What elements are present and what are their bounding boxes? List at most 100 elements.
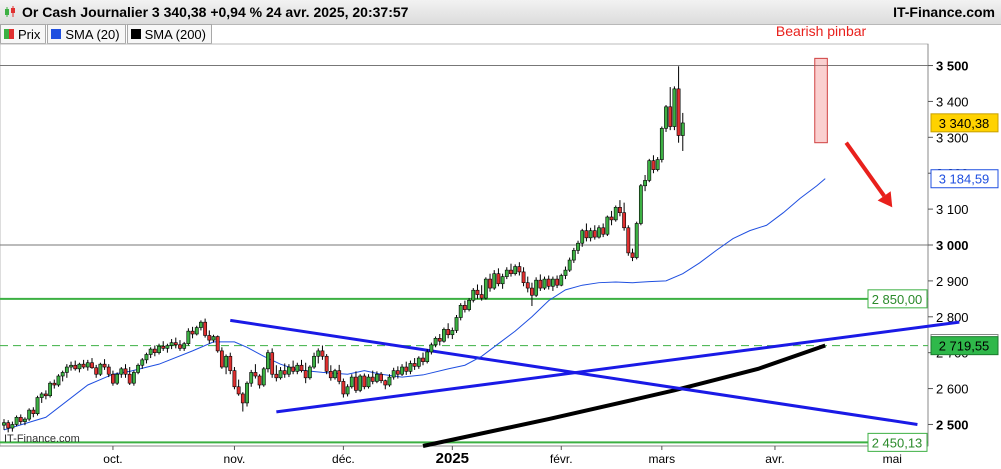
candle bbox=[240, 392, 245, 412]
candle bbox=[584, 223, 589, 242]
candle bbox=[375, 371, 379, 384]
chart-header: Or Cash Journalier 3 340,38 +0,94 % 24 a… bbox=[0, 0, 1001, 25]
candle bbox=[366, 374, 371, 389]
candle bbox=[316, 348, 321, 364]
level-label: 2 450,13 bbox=[867, 432, 928, 452]
price-badge: 3 184,59 bbox=[930, 169, 999, 189]
candle bbox=[119, 367, 124, 378]
candle bbox=[592, 225, 597, 240]
candle bbox=[479, 285, 484, 301]
candle bbox=[27, 408, 32, 421]
chart-title: Or Cash Journalier 3 340,38 +0,94 % 24 a… bbox=[22, 4, 409, 20]
down-arrow-icon bbox=[844, 141, 893, 208]
candle bbox=[270, 348, 275, 378]
candle bbox=[14, 415, 19, 427]
candle bbox=[408, 360, 413, 375]
price-badge: 3 340,38 bbox=[930, 113, 999, 133]
candle bbox=[140, 358, 145, 369]
candle bbox=[345, 384, 350, 397]
y-tick-label: 2 800 bbox=[936, 310, 969, 325]
candle bbox=[31, 407, 36, 418]
candle bbox=[6, 420, 11, 433]
candle bbox=[236, 379, 241, 396]
candle bbox=[136, 363, 140, 375]
candle bbox=[123, 364, 128, 378]
candle bbox=[416, 356, 421, 369]
candle bbox=[668, 87, 673, 131]
candle bbox=[672, 86, 677, 131]
candle bbox=[81, 359, 86, 369]
level-label: 2 850,00 bbox=[867, 289, 928, 309]
candle bbox=[307, 365, 312, 380]
candle bbox=[437, 334, 442, 346]
y-tick-label: 2 500 bbox=[936, 417, 969, 432]
candle bbox=[282, 363, 287, 378]
legend-label-sma20: SMA (20) bbox=[65, 26, 120, 42]
candle bbox=[161, 341, 166, 351]
prix-swatch-icon bbox=[4, 29, 14, 39]
candle bbox=[555, 275, 559, 289]
candle bbox=[228, 352, 233, 375]
candle bbox=[69, 361, 73, 371]
candle bbox=[483, 277, 488, 300]
y-tick-label: 2 900 bbox=[936, 274, 969, 289]
candle bbox=[261, 367, 266, 387]
candle bbox=[303, 362, 308, 384]
candle bbox=[73, 360, 78, 371]
candle bbox=[249, 369, 254, 387]
candle bbox=[211, 334, 216, 343]
candle bbox=[362, 373, 367, 390]
sma200-swatch-icon bbox=[130, 29, 141, 39]
candle bbox=[232, 367, 237, 390]
candle bbox=[169, 339, 174, 350]
x-tick-label: oct. bbox=[103, 452, 122, 466]
candle bbox=[64, 364, 69, 378]
candle bbox=[60, 370, 65, 382]
trendline bbox=[276, 320, 960, 414]
candle bbox=[504, 267, 509, 280]
candle bbox=[488, 273, 492, 292]
y-tick-label: 3 300 bbox=[936, 130, 969, 145]
candle bbox=[458, 303, 463, 321]
candle bbox=[395, 366, 400, 379]
y-tick-label: 3 000 bbox=[936, 238, 969, 253]
candle bbox=[651, 155, 656, 174]
candle bbox=[165, 343, 170, 353]
legend-item-prix[interactable]: Prix bbox=[0, 24, 47, 44]
candle bbox=[379, 372, 384, 384]
candle bbox=[542, 276, 547, 290]
candle bbox=[324, 354, 329, 375]
candle bbox=[618, 200, 622, 217]
candle bbox=[471, 288, 476, 303]
x-tick-label: mars bbox=[648, 452, 675, 466]
annotation-label: Bearish pinbar bbox=[776, 23, 867, 39]
x-tick-label: 2025 bbox=[436, 450, 469, 467]
candle bbox=[676, 66, 681, 143]
candle bbox=[638, 183, 643, 226]
candle bbox=[475, 284, 480, 299]
candle bbox=[190, 326, 195, 339]
candle bbox=[257, 374, 262, 389]
y-tick-label: 2 600 bbox=[936, 382, 969, 397]
x-tick-label: févr. bbox=[550, 452, 573, 466]
candle bbox=[383, 379, 388, 390]
candle bbox=[550, 276, 555, 291]
candle bbox=[429, 342, 434, 355]
candle bbox=[634, 221, 639, 260]
candle bbox=[421, 352, 425, 366]
y-tick-label: 3 500 bbox=[936, 59, 969, 74]
x-tick-label: déc. bbox=[332, 452, 355, 466]
candle bbox=[98, 362, 103, 377]
candle bbox=[178, 340, 182, 351]
watermark: IT-Finance.com bbox=[4, 433, 80, 445]
sma20-swatch-icon bbox=[51, 29, 62, 39]
candle bbox=[370, 370, 375, 385]
candle bbox=[48, 381, 52, 398]
legend-item-sma20[interactable]: SMA (20) bbox=[47, 24, 126, 44]
candle bbox=[23, 417, 27, 426]
candle bbox=[601, 223, 606, 238]
candle bbox=[446, 323, 451, 339]
y-tick-label: 3 400 bbox=[936, 94, 969, 109]
candle bbox=[597, 225, 601, 239]
